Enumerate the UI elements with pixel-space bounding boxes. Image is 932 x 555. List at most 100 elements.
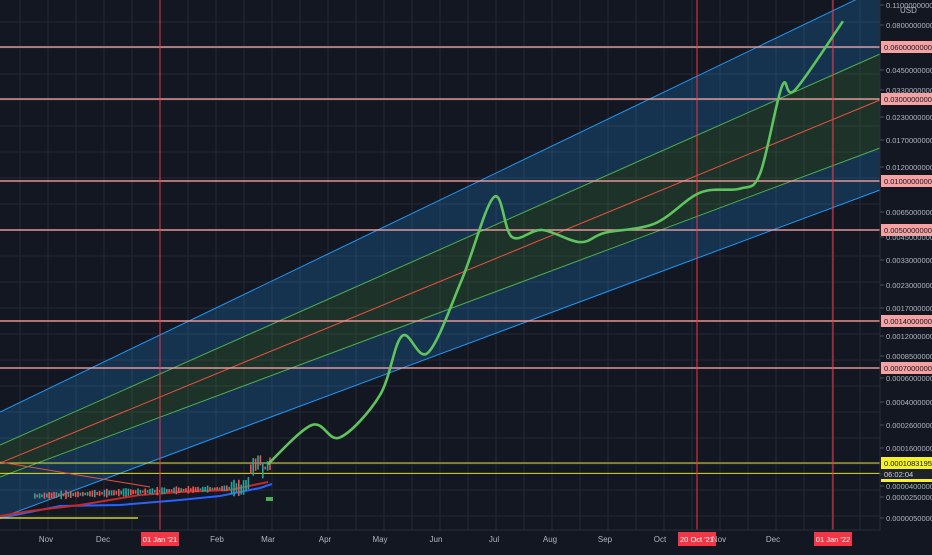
candle <box>72 492 74 497</box>
candle <box>252 458 254 476</box>
price-tick-label: 0.0065000000 <box>886 208 932 217</box>
candle <box>67 492 70 498</box>
price-level-tag[interactable] <box>881 41 932 53</box>
candle <box>185 488 187 492</box>
candle <box>84 492 86 496</box>
candle <box>62 493 65 497</box>
candle <box>262 462 264 479</box>
candle <box>264 466 266 470</box>
candle <box>245 479 247 491</box>
candle <box>190 488 192 492</box>
candle <box>218 487 221 490</box>
candle <box>74 491 77 497</box>
candle <box>65 490 67 500</box>
channel-line-inner-upper[interactable] <box>0 53 881 446</box>
candle <box>58 493 60 497</box>
candle <box>60 490 62 500</box>
price-tick-label: 0.0300000000 <box>884 95 932 104</box>
price-tick-label: 0.0170000000 <box>886 136 932 145</box>
time-tick-label: Feb <box>210 535 224 544</box>
candle <box>106 488 108 498</box>
price-tick-label: 0.0033000000 <box>886 256 932 265</box>
time-marker-tag[interactable] <box>814 532 852 546</box>
candle <box>134 490 137 494</box>
candle <box>96 492 98 495</box>
candle <box>127 488 130 496</box>
price-level-tag[interactable] <box>881 175 932 187</box>
price-level-tag[interactable] <box>881 224 932 236</box>
candle <box>53 491 55 499</box>
time-marker-tag[interactable] <box>678 532 716 546</box>
price-tick-label: 0.0450000000 <box>886 66 932 75</box>
candle <box>182 488 185 492</box>
candle <box>226 485 228 492</box>
price-level-tag[interactable] <box>881 457 932 469</box>
price-axis[interactable]: USD 0.1100000000 0.0800000000 0.0600000000… <box>879 0 932 530</box>
candle <box>144 488 146 495</box>
time-tick-label: Dec <box>96 535 110 544</box>
price-tick-label: 0.0008500000 <box>886 352 932 361</box>
candle <box>70 491 72 498</box>
price-level-tag[interactable] <box>881 93 932 105</box>
time-axis[interactable]: Nov Dec 01 Jan '21 Feb Mar Apr May Jun Jul Aug Sep… <box>0 529 880 546</box>
time-tick-label: Aug <box>543 535 557 544</box>
candle <box>48 492 50 499</box>
candle <box>79 492 82 496</box>
candle <box>158 489 161 493</box>
channel-band-upper <box>0 0 880 445</box>
price-tick-label: 0.0023000000 <box>886 281 932 290</box>
candle <box>86 492 89 496</box>
candle <box>122 488 125 497</box>
time-tick-label: Apr <box>319 535 332 544</box>
candle <box>154 489 156 493</box>
candle <box>233 479 235 497</box>
price-tick-label: 0.0002600000 <box>886 421 932 430</box>
channel-line-median[interactable] <box>0 99 881 464</box>
candle <box>166 488 168 493</box>
candle <box>168 489 170 493</box>
price-tick-label: 0.0001600000 <box>886 444 932 453</box>
candle <box>254 458 257 471</box>
candle <box>43 492 46 499</box>
candle <box>156 486 158 496</box>
moving-average-red <box>0 481 269 517</box>
candle <box>115 490 118 495</box>
price-tick-label: 0.0045000000 <box>886 233 932 242</box>
candle <box>89 491 91 497</box>
price-tick-label: 0.0800000000 <box>886 21 932 30</box>
candle <box>197 486 199 493</box>
time-marker-tag[interactable] <box>141 532 179 546</box>
price-history <box>0 455 273 519</box>
channel-line-outer-upper[interactable] <box>0 0 880 413</box>
price-tick-label: 0.0230000000 <box>886 113 932 122</box>
time-tick-label: May <box>372 535 387 544</box>
currency-label: USD <box>900 6 917 15</box>
candle <box>230 481 233 495</box>
candle <box>199 488 202 491</box>
candle <box>163 487 166 495</box>
horizontal-levels[interactable] <box>0 46 880 474</box>
price-level-tag[interactable] <box>881 362 932 374</box>
time-tick-label: Nov <box>39 535 53 544</box>
candle <box>94 489 96 498</box>
channel-line-inner-lower[interactable] <box>0 147 881 478</box>
candle <box>216 487 218 491</box>
channel-band-middle <box>0 54 880 477</box>
candle <box>247 477 250 490</box>
vertical-markers[interactable] <box>159 0 834 530</box>
candle <box>209 487 211 491</box>
candle <box>250 464 252 474</box>
price-tick-label: 0.0017000000 <box>886 304 932 313</box>
price-tick-label: 0.0000050000 <box>886 514 932 523</box>
grid <box>0 0 880 530</box>
candle <box>151 488 154 495</box>
candle <box>98 490 101 496</box>
price-level-tag[interactable] <box>881 315 932 327</box>
candle <box>242 480 245 495</box>
price-tick-label: 0.0014000000 <box>884 317 932 326</box>
candle <box>173 487 175 494</box>
projection-path[interactable] <box>267 20 845 466</box>
